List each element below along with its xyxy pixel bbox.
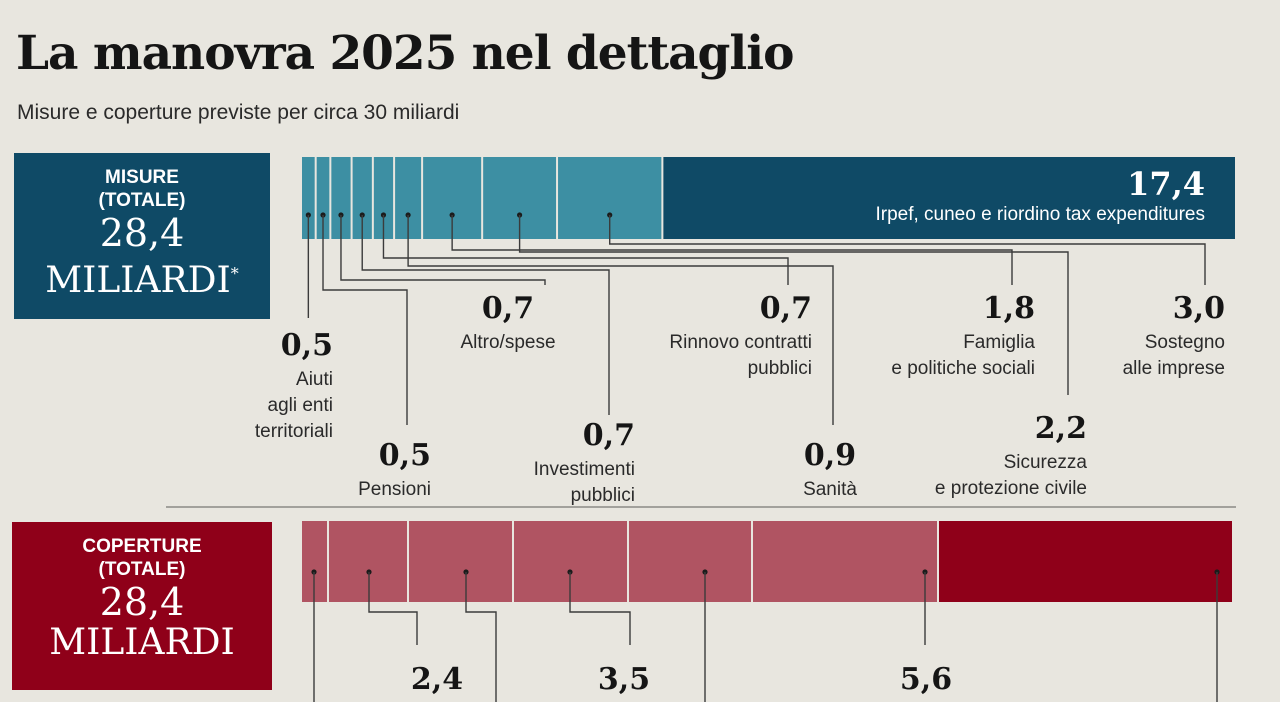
coperture-total-value: 28,4	[99, 580, 185, 624]
misure-segment-value: 0,7	[482, 291, 534, 326]
misure-leader-line	[609, 215, 1206, 285]
misure-leader-line	[340, 215, 546, 285]
misure-segment-value: 0,7	[760, 291, 812, 326]
coperture-bar-segment	[409, 521, 512, 602]
misure-segment-label: pubblici	[571, 485, 635, 506]
misure-total-value: 28,4	[99, 211, 185, 255]
coperture-segment-value: 3,5	[598, 662, 650, 697]
misure-segment-label: Aiuti	[296, 369, 333, 390]
coperture-bar-segment	[629, 521, 751, 602]
misure-segment-label: Famiglia	[963, 332, 1035, 353]
misure-segment-value: 0,9	[804, 438, 856, 473]
misure-leader-line	[322, 215, 408, 425]
misure-segment-label: Sostegno	[1145, 332, 1225, 353]
misure-leader-line	[518, 215, 1069, 395]
misure-leader-line	[382, 215, 789, 285]
misure-segment-value: 0,5	[281, 328, 333, 363]
misure-segment-value: 2,2	[1035, 411, 1087, 446]
page-subtitle: Misure e coperture previste per circa 30…	[17, 101, 460, 124]
misure-bar-segment	[316, 157, 330, 239]
misure-segment-label: territoriali	[255, 421, 333, 442]
misure-bar-segment	[373, 157, 394, 239]
misure-total-label: MISURE	[105, 167, 179, 188]
misure-bar-segment	[302, 157, 315, 239]
misure-segment-label: Altro/spese	[460, 332, 555, 353]
page-title: La manovra 2025 nel dettaglio	[16, 26, 794, 81]
misure-segment-label: pubblici	[748, 358, 812, 379]
misure-segment-label: Sanità	[803, 479, 857, 500]
misure-total-footnote-mark: *	[230, 264, 239, 283]
misure-total-unit: MILIARDI	[45, 260, 231, 301]
misure-segment-value: 3,0	[1173, 291, 1225, 326]
misure-bar-segment	[331, 157, 351, 239]
misure-segment-label: e politiche sociali	[891, 358, 1035, 379]
coperture-leader-line	[465, 572, 497, 702]
coperture-segment-value: 2,4	[411, 662, 463, 697]
misure-segment-value: 0,5	[379, 438, 431, 473]
coperture-segment-value: 5,6	[900, 662, 952, 697]
coperture-leader-line	[368, 572, 418, 645]
misure-segment-label: Pensioni	[358, 479, 431, 500]
coperture-total-label: COPERTURE	[82, 536, 202, 557]
misure-leader-line	[451, 215, 1013, 285]
misure-leader-line	[361, 215, 610, 415]
misure-main-value: 17,4	[1127, 165, 1205, 203]
misure-segment-label: Sicurezza	[1004, 452, 1088, 473]
misure-main-label: Irpef, cuneo e riordino tax expenditures	[875, 204, 1205, 225]
misure-segment-value: 0,7	[583, 418, 635, 453]
misure-segment-value: 1,8	[983, 291, 1035, 326]
misure-segment-label: e protezione civile	[935, 478, 1087, 499]
coperture-bar-segment	[753, 521, 937, 602]
misure-total-box: MISURE (TOTALE) 28,4 MILIARDI*	[14, 153, 270, 319]
misure-bar-segment	[352, 157, 372, 239]
coperture-total-sublabel: (TOTALE)	[98, 559, 186, 580]
misure-segment-label: alle imprese	[1123, 358, 1225, 379]
coperture-bar-segment	[939, 521, 1232, 602]
misure-segment-label: Investimenti	[534, 459, 635, 480]
coperture-bar-segment	[329, 521, 407, 602]
misure-bar-segment-main	[663, 157, 1235, 239]
misure-leader-line	[407, 215, 834, 425]
misure-total-unit-wrap: MILIARDI*	[14, 254, 270, 301]
coperture-leader-line	[569, 572, 631, 645]
misure-segment-label: Rinnovo contratti	[669, 332, 812, 353]
misure-total-sublabel: (TOTALE)	[98, 190, 186, 211]
coperture-total-box: COPERTURE (TOTALE) 28,4 MILIARDI	[12, 522, 272, 690]
misure-segment-label: agli enti	[268, 395, 334, 416]
coperture-total-unit: MILIARDI	[49, 622, 235, 663]
